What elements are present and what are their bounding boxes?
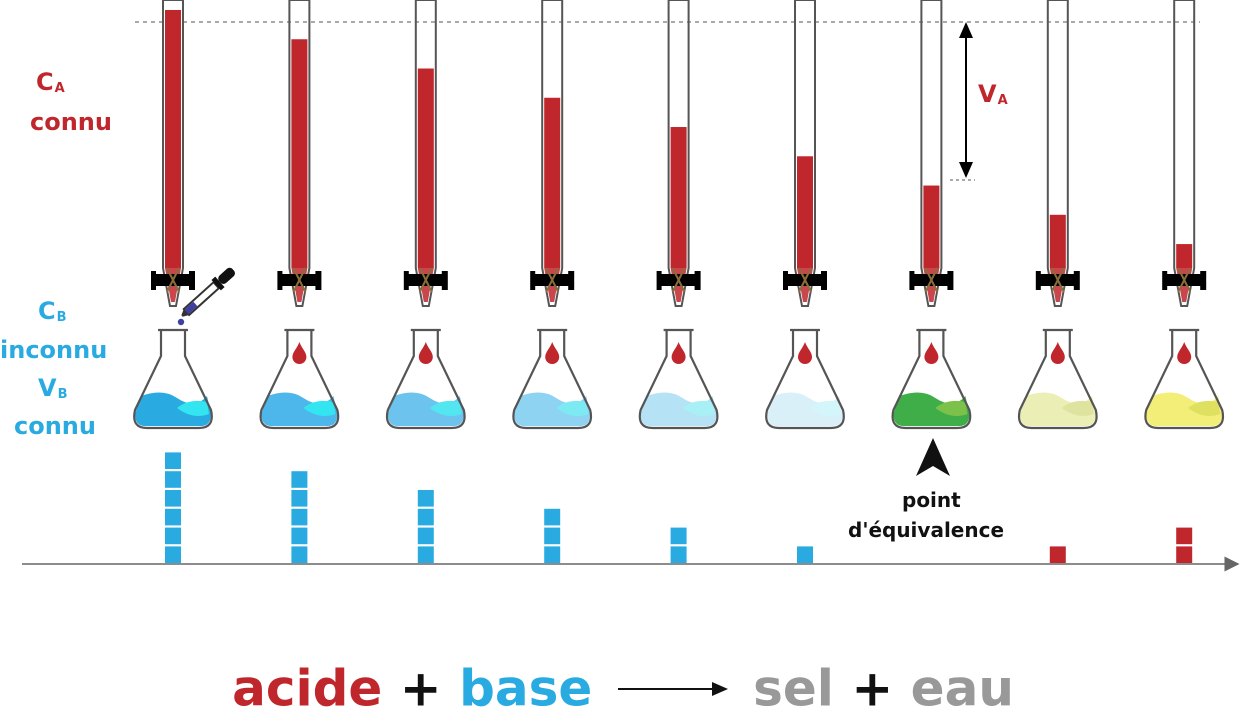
burette-4 [530,0,575,307]
equivalence-pointer-icon [916,438,950,476]
burette-3 [403,0,448,307]
flask-7 [891,328,972,430]
equation-water: eau [910,659,1014,718]
flask-liquid-1 [135,392,211,426]
base-block-1-6 [165,452,181,469]
flask-liquid-2 [261,392,338,426]
base-block-3-3 [417,508,434,526]
reaction-equation: acide + base sel + eau [0,660,1246,714]
flask-9 [1144,328,1225,430]
acid-block-8-1 [1049,546,1066,563]
base-block-3-1 [417,546,434,563]
block-bars [165,452,1193,563]
burette-acid-4 [544,97,561,268]
base-block-2-1 [291,546,308,563]
ca-label: CA [36,68,65,96]
flask-8 [1017,328,1098,430]
base-block-1-4 [165,490,181,507]
burette-acid-9 [1176,244,1193,268]
base-block-4-3 [544,508,561,526]
burette-acid-8 [1049,214,1066,268]
acid-block-9-1 [1176,546,1193,563]
acid-drop-icon [545,342,560,365]
burette-7 [909,0,954,307]
base-block-2-3 [291,508,308,526]
base-block-3-4 [417,490,434,507]
base-block-5-2 [670,527,687,545]
acid-drop-icon [924,342,939,365]
burette-acid-6 [797,156,813,268]
flask-6 [765,328,845,430]
flask-2 [259,328,340,430]
acid-drop-icon [1050,342,1065,365]
burette-acid-3 [417,68,434,268]
base-block-1-5 [165,471,181,488]
base-block-5-1 [670,546,687,563]
equivalence-label-line2: d'équivalence [848,518,1005,542]
burette-5 [656,0,701,307]
ca-status: connu [30,108,112,136]
base-block-4-1 [544,546,561,563]
burette-acid-1 [165,9,181,268]
flask-liquid-4 [514,392,591,426]
flask-liquid-8 [1019,392,1096,426]
equation-plus-2: + [851,659,894,718]
flask-4 [512,328,593,430]
burette-8 [1035,0,1080,307]
acid-block-9-2 [1176,527,1193,545]
cb-status: inconnu [0,336,108,364]
va-arrow [959,22,973,178]
flask-liquid-5 [640,392,717,426]
base-block-3-2 [417,527,434,545]
acid-drop-icon [671,342,686,365]
cb-label: CB [38,297,67,325]
base-block-6-1 [797,546,813,563]
flask-liquid-3 [387,392,464,426]
base-block-1-2 [165,527,181,545]
base-block-2-2 [291,527,308,545]
flask-liquid-7 [893,392,970,426]
equation-acid: acide [232,659,383,718]
va-label: VA [978,80,1008,108]
flask-liquid-6 [767,392,843,426]
burette-9 [1162,0,1207,307]
flask-3 [385,328,466,430]
burette-acid-7 [923,185,940,268]
burettes [151,0,1207,307]
equation-base: base [459,659,593,718]
flasks [133,328,1225,430]
equation-plus: + [399,659,442,718]
base-block-2-4 [291,490,308,507]
burette-6 [783,0,827,307]
acid-drop-icon [1177,342,1192,365]
acid-drop-icon [292,342,307,365]
equivalence-label-line1: point [902,488,961,512]
base-block-1-3 [165,508,181,526]
reaction-arrow-icon [617,681,728,696]
base-block-1-1 [165,546,181,563]
burette-acid-2 [291,39,308,268]
acid-drop-icon [418,342,433,365]
dropper-icon [181,267,235,317]
base-block-2-5 [291,471,308,488]
drop-icon [177,318,185,326]
vb-status: connu [14,412,96,440]
flask-liquid-9 [1146,392,1223,426]
burette-1 [151,0,195,307]
burette-2 [277,0,322,307]
vb-label: VB [38,374,68,402]
burette-acid-5 [670,127,687,269]
flask-5 [638,328,719,430]
base-block-4-2 [544,527,561,545]
equation-salt: sel [753,659,834,718]
acid-drop-icon [798,342,812,364]
flask-1 [133,328,213,430]
